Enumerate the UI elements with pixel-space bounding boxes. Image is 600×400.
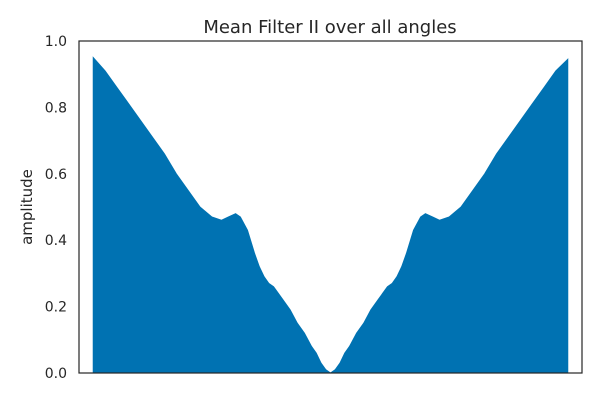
y-tick-label: 0.8 (45, 100, 67, 116)
y-tick-label: 0.2 (45, 300, 67, 316)
y-axis-ticks: 0.0 0.2 0.4 0.6 0.8 1.0 (45, 34, 67, 382)
plot-area (92, 56, 569, 374)
y-axis-label: amplitude (18, 169, 36, 245)
y-tick-label: 1.0 (45, 34, 67, 50)
y-tick-label: 0.6 (45, 167, 67, 183)
y-tick-label: 0.4 (45, 233, 67, 249)
chart-title: Mean Filter II over all angles (203, 17, 456, 38)
plot-frame (78, 40, 583, 374)
y-tick-label: 0.0 (45, 366, 67, 382)
amplitude-area (92, 56, 569, 374)
